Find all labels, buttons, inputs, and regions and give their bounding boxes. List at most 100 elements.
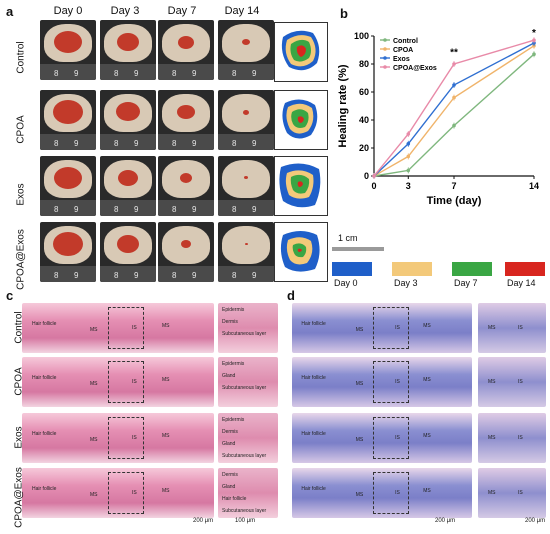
ruler-number: 9 [252,69,257,78]
significance-mark: * [532,28,536,39]
day-header-0: Day 0 [53,5,83,17]
series-line-control [373,53,535,177]
scale-1cm-bar [332,247,384,251]
wound-area [118,170,138,186]
skin-area [222,226,270,264]
ruler-number: 8 [114,205,119,214]
histology-label: IS [518,490,523,496]
ruler-number: 8 [54,139,59,148]
histology-label: MS [162,488,170,494]
data-point [406,132,411,136]
ruler-number: 8 [232,139,237,148]
histology-label: MS [90,327,98,333]
trace-legend-label: Day 3 [394,278,418,288]
legend-label: Control [393,38,418,45]
data-point [406,142,411,146]
ruler-number: 8 [232,205,237,214]
x-tick-label: 3 [406,181,411,191]
zoom-region-box [108,417,145,459]
scale-1cm-label: 1 cm [338,233,358,243]
ruler-number: 9 [74,271,79,280]
x-tick-label: 0 [371,181,376,191]
ruler-number: 8 [114,271,119,280]
histology-label: MS [423,433,431,439]
histology-label: Hair follicle [301,486,326,492]
histology-d-zoom-row-3: MS IS [478,468,546,518]
histology-d-zoom-row-2: MS IS [478,413,546,463]
trace-legend-swatch [392,262,432,276]
histology-label: MS [355,492,364,498]
ruler-number: 8 [54,271,59,280]
x-tick-label: 7 [451,181,456,191]
histology-label: Hair follicle [32,431,57,437]
histology-d-main-row-3: Hair follicle MS IS MS [292,468,472,518]
histology-d-main-row-0: Hair follicle MS IS MS [292,303,472,353]
histology-label: MS [423,488,431,494]
ruler-number: 9 [134,139,139,148]
histology-c-zoom-row-2: Epidermis Dermis Gland Subcutaneous layer [218,413,278,463]
histology-label: MS [355,437,364,443]
histology-label: Dermis [222,429,238,435]
y-tick-label: 0 [364,171,369,181]
histology-label: MS [355,327,364,333]
wound-area [53,100,83,124]
histology-label: MS [162,323,170,329]
ruler-number: 8 [172,69,177,78]
ruler-number: 8 [172,205,177,214]
data-point [452,83,456,87]
ruler-number: 9 [74,69,79,78]
histology-label: Epidermis [222,307,245,313]
ruler-number: 9 [74,139,79,148]
ruler-number: 8 [232,271,237,280]
histology-label: Gland [222,373,236,379]
histology-label: Hair follicle [32,375,57,381]
histology-label: Epidermis [222,417,245,423]
zoom-region-box [108,472,145,514]
wound-area [54,166,82,189]
histology-label: Epidermis [222,361,245,367]
zoom-region-box [373,307,409,349]
row-label-control: Control [15,41,27,74]
trace-legend-swatch [332,262,372,276]
histology-label: Hair follicle [301,375,326,381]
legend-label: CPOA [393,47,413,54]
histology-label: Hair follicle [222,496,247,502]
day-header-1: Day 3 [110,5,140,17]
histology-label: IS [132,325,137,331]
legend-marker [383,38,387,42]
legend-label: Exos [393,56,410,63]
histology-label: Dermis [222,319,238,325]
histology-label: MS [488,379,496,385]
wound-area [178,35,194,49]
ruler-number: 8 [232,69,237,78]
wound-area [242,38,250,45]
y-tick-label: 20 [359,143,369,153]
panel-a-letter: a [6,4,14,19]
ruler-number: 8 [54,205,59,214]
histology-c-zoom-row-1: Epidermis Gland Subcutaneous layer [218,357,278,407]
data-point [532,38,536,42]
series-line-cpoa-exos [373,39,535,177]
histology-c-main-row-0: Hair follicle MS IS MS [22,303,214,353]
zoom-region-box [373,472,409,514]
wound-area [117,235,139,254]
histology-d-main-row-2: Hair follicle MS IS MS [292,413,472,463]
histology-c-zoom-row-0: Epidermis Dermis Subcutaneous layer [218,303,278,353]
histology-d-zoom-row-1: MS IS [478,357,546,407]
